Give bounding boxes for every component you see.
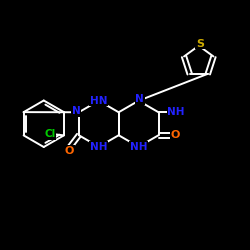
Text: S: S xyxy=(196,39,204,49)
Text: N: N xyxy=(72,106,81,116)
Text: O: O xyxy=(65,146,74,156)
Text: NH: NH xyxy=(90,142,108,152)
Text: Cl: Cl xyxy=(44,129,55,139)
Text: HN: HN xyxy=(90,96,108,106)
Text: NH: NH xyxy=(130,142,147,152)
Text: NH: NH xyxy=(167,107,185,117)
Text: N: N xyxy=(136,94,144,104)
Text: O: O xyxy=(170,130,180,140)
